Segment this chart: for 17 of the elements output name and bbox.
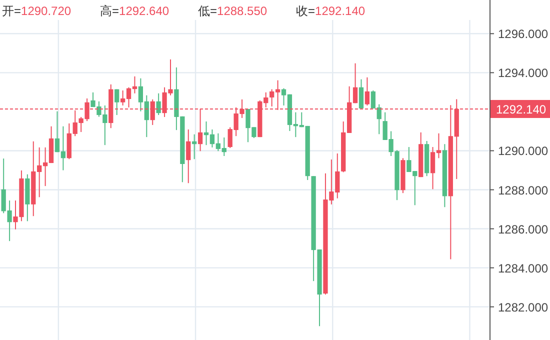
ref-line-label: 1292.140: [496, 102, 546, 116]
y-tick-label: 1284.000: [498, 261, 548, 276]
text: 开=1290.720: [2, 4, 72, 18]
y-tick-label: 1294.000: [498, 66, 548, 80]
candlestick: [114, 88, 120, 116]
candlestick: [358, 78, 364, 109]
y-tick-label: 1290.000: [498, 144, 548, 158]
text: 收=1292.140: [296, 4, 366, 18]
y-tick-label: 1296.000: [498, 27, 548, 42]
candlestick: [186, 128, 191, 184]
candlestick: [364, 76, 370, 106]
candlestick: [156, 92, 161, 116]
text: 低=1288.550: [198, 4, 268, 18]
y-tick-label: 1288.000: [498, 183, 548, 198]
y-tick-label: 1286.000: [498, 222, 548, 236]
y-tick-label: 1282.000: [498, 300, 548, 314]
text: 高=1292.640: [100, 4, 170, 18]
